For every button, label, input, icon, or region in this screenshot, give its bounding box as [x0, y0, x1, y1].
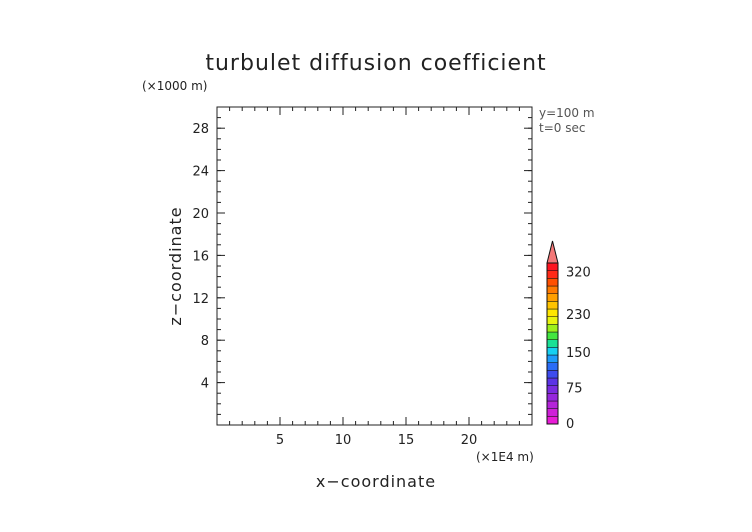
colorbar-segment	[546, 377, 559, 386]
colorbar-label: 320	[566, 265, 591, 280]
time-annotation: t=0 sec	[539, 121, 585, 135]
colorbar-segment	[546, 385, 559, 394]
colorbar-segment	[546, 347, 559, 356]
colorbar-extend-arrow	[546, 240, 559, 264]
colorbar-segment	[546, 270, 559, 279]
plot-area	[216, 106, 533, 426]
colorbar-segment	[546, 362, 559, 371]
y-tick-label: 8	[201, 334, 209, 349]
axis-ticks: 5 10 15 20 4 8 12 16 20 24 28	[192, 107, 532, 448]
y-unit-note: (×1000 m)	[142, 79, 207, 93]
colorbar-segment	[546, 370, 559, 379]
colorbar-label: 150	[566, 346, 591, 361]
x-tick-label: 10	[335, 433, 352, 448]
y-tick-label: 24	[192, 165, 209, 180]
colorbar-segment	[546, 331, 559, 340]
x-unit-note: (×1E4 m)	[476, 450, 534, 464]
colorbar: 0 75 150 230 320	[546, 240, 591, 432]
y-axis-label: z−coordinate	[166, 206, 185, 325]
colorbar-segment	[546, 354, 559, 363]
y-tick-label: 4	[201, 377, 209, 392]
colorbar-label: 75	[566, 381, 583, 396]
colorbar-segment	[546, 308, 559, 317]
y-tick-label: 16	[192, 249, 209, 264]
colorbar-segment	[546, 324, 559, 333]
chart-title: turbulet diffusion coefficient	[205, 51, 546, 76]
colorbar-segment	[546, 316, 559, 325]
colorbar-segment	[546, 393, 559, 402]
colorbar-segment	[546, 278, 559, 287]
x-axis-label: x−coordinate	[316, 472, 436, 491]
colorbar-segment	[546, 400, 559, 409]
x-tick-label: 15	[398, 433, 415, 448]
colorbar-segment	[546, 285, 559, 294]
colorbar-segment	[546, 339, 559, 348]
colorbar-segment	[546, 262, 559, 271]
x-tick-label: 5	[276, 433, 284, 448]
y-tick-label: 12	[192, 292, 209, 307]
y-position-annotation: y=100 m	[539, 106, 595, 120]
x-tick-label: 20	[461, 433, 478, 448]
colorbar-segment	[546, 416, 559, 425]
y-tick-label: 28	[192, 122, 209, 137]
colorbar-label: 230	[566, 308, 591, 323]
colorbar-label: 0	[566, 417, 574, 432]
colorbar-segment	[546, 293, 559, 302]
colorbar-segment	[546, 301, 559, 310]
colorbar-segment	[546, 408, 559, 417]
y-tick-label: 20	[192, 207, 209, 222]
